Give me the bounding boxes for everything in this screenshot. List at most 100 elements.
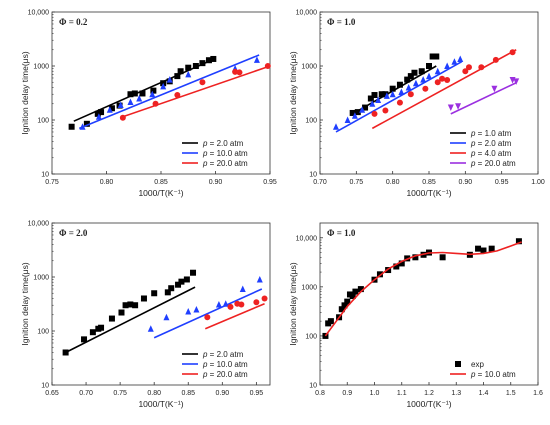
x-tick-label: 0.80 — [386, 179, 400, 186]
data-point — [422, 85, 429, 92]
y-tick-label: 1000 — [33, 64, 49, 71]
x-tick-label: 0.90 — [459, 179, 473, 186]
data-point — [132, 302, 139, 309]
x-tick-label: 1.5 — [506, 390, 516, 397]
data-point — [238, 301, 245, 308]
data-point — [199, 60, 206, 67]
x-tick-label: 0.90 — [216, 390, 230, 397]
data-point — [264, 63, 271, 69]
x-tick-label: 0.65 — [45, 390, 59, 397]
data-point — [382, 91, 389, 98]
data-point — [118, 309, 125, 316]
chart-panel-4: 0.8 0.9 1.0 1.1 1.2 1.3 1.4 1.5 1.6 10 100 1000 10,0… — [288, 222, 543, 409]
legend-label: p = 2.0 atm — [202, 139, 244, 148]
data-point — [457, 55, 464, 62]
x-tick-label: 1.3 — [451, 390, 461, 397]
data-point — [119, 114, 126, 121]
legend-label-text: = 20.0 atm — [207, 159, 248, 168]
data-point — [338, 306, 345, 313]
legend-label-text: = 2.0 atm — [207, 139, 243, 148]
data-point — [465, 64, 472, 71]
data-point — [183, 276, 190, 283]
fit-line — [122, 65, 271, 118]
data-point — [199, 79, 206, 86]
data-point — [418, 68, 425, 75]
y-tick-label: 10 — [41, 383, 49, 390]
y-tick-label: 100 — [305, 333, 317, 340]
series-2 — [78, 54, 260, 130]
x-tick-label: 0.9 — [342, 390, 352, 397]
data-point — [515, 238, 522, 245]
series-2 — [147, 275, 263, 339]
data-point — [439, 254, 446, 261]
data-point — [139, 90, 146, 97]
legend-label: p = 20.0 atm — [202, 370, 248, 379]
legend-label: p = 1.0 atm — [470, 129, 512, 138]
series-2 — [324, 241, 522, 337]
y-tick-label: 1000 — [33, 275, 49, 282]
y-tick-label: 10,000 — [28, 10, 50, 17]
condition-label: Φ = 1.0 — [327, 228, 356, 238]
data-point — [444, 77, 451, 84]
fit-line — [335, 61, 463, 133]
fit-line — [450, 82, 517, 115]
x-tick-label: 1.0 — [370, 390, 380, 397]
data-point — [447, 104, 454, 112]
y-axis-label: Ignition delay time(μs) — [20, 51, 30, 134]
data-point — [341, 302, 348, 309]
data-point — [160, 82, 167, 90]
data-point — [68, 123, 75, 130]
data-point — [378, 91, 385, 98]
data-point — [444, 62, 451, 69]
series-3 — [204, 295, 268, 330]
data-point — [389, 90, 396, 98]
legend-label-prefix: p — [202, 370, 208, 379]
data-point — [407, 91, 414, 98]
data-point — [354, 109, 361, 116]
legend-label-text: exp — [471, 360, 484, 369]
data-point — [136, 95, 143, 102]
y-tick-label: 10,000 — [296, 10, 318, 17]
data-point — [185, 70, 192, 78]
data-point — [412, 254, 419, 261]
data-point — [192, 63, 199, 69]
data-point — [205, 57, 212, 64]
data-point — [215, 300, 222, 308]
condition-label: Φ = 1.0 — [327, 17, 356, 27]
data-point — [127, 301, 134, 308]
legend-label-prefix: p — [470, 129, 476, 138]
x-tick-label: 0.85 — [181, 390, 195, 397]
data-point — [122, 302, 129, 309]
data-point — [174, 92, 181, 99]
data-point — [344, 116, 351, 123]
data-point — [491, 85, 498, 93]
y-tick-label: 100 — [305, 118, 317, 125]
data-point — [253, 56, 260, 63]
data-point — [383, 92, 390, 99]
data-point — [429, 53, 436, 60]
data-point — [147, 325, 154, 332]
legend-label: p = 4.0 atm — [470, 149, 512, 158]
x-axis-label: 1000/T(K⁻¹) — [406, 399, 451, 409]
data-point — [398, 88, 405, 96]
data-point — [367, 95, 374, 102]
data-point — [152, 100, 159, 107]
data-point — [185, 64, 192, 71]
data-point — [150, 87, 157, 94]
fit-line — [65, 286, 196, 354]
data-point — [239, 285, 246, 292]
x-tick-label: 0.75 — [45, 179, 59, 186]
data-point — [369, 100, 376, 107]
data-point — [480, 247, 487, 254]
data-point — [405, 83, 412, 91]
condition-label: Φ = 2.0 — [59, 228, 88, 238]
data-point — [376, 271, 383, 278]
legend-label: p = 20.0 atm — [470, 159, 516, 168]
legend-label: exp — [471, 360, 484, 369]
legend-label-text: = 10.0 atm — [207, 149, 248, 158]
condition-label: Φ = 0.2 — [59, 17, 88, 27]
data-point — [174, 73, 181, 80]
y-axis-label: Ignition delay time(μs) — [288, 262, 298, 345]
